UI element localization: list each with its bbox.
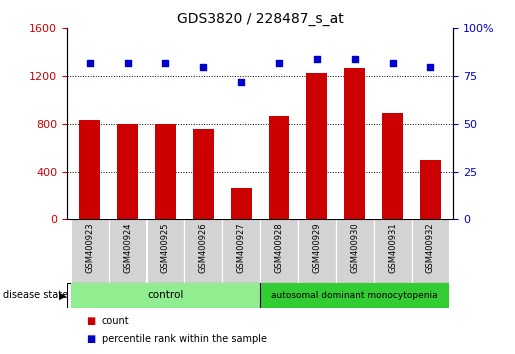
Text: count: count	[102, 316, 129, 326]
Point	[426, 64, 435, 69]
Bar	[336, 219, 374, 283]
Bar	[306, 73, 328, 219]
Text: GSM400923: GSM400923	[85, 223, 94, 273]
Bar	[420, 160, 441, 219]
Point	[161, 60, 169, 65]
Bar	[345, 68, 365, 219]
Bar	[184, 219, 222, 283]
Bar	[71, 283, 260, 308]
Bar	[71, 219, 109, 283]
Text: percentile rank within the sample: percentile rank within the sample	[102, 334, 267, 344]
Bar	[411, 219, 450, 283]
Bar	[155, 124, 176, 219]
Bar	[374, 219, 411, 283]
Bar	[193, 129, 214, 219]
Point	[124, 60, 132, 65]
Point	[388, 60, 397, 65]
Text: control: control	[147, 290, 183, 301]
Bar	[222, 219, 260, 283]
Bar	[79, 120, 100, 219]
Bar	[146, 219, 184, 283]
Point	[313, 56, 321, 62]
Point	[85, 60, 94, 65]
Text: ▶: ▶	[59, 290, 67, 301]
Text: ■: ■	[87, 334, 95, 344]
Text: disease state: disease state	[3, 290, 67, 301]
Point	[237, 79, 245, 85]
Text: GSM400932: GSM400932	[426, 223, 435, 273]
Bar	[298, 219, 336, 283]
Point	[275, 60, 283, 65]
Text: ■: ■	[87, 316, 95, 326]
Text: GSM400928: GSM400928	[274, 223, 284, 273]
Text: GSM400927: GSM400927	[236, 223, 246, 273]
Bar	[260, 219, 298, 283]
Text: GSM400931: GSM400931	[388, 223, 397, 273]
Text: GSM400929: GSM400929	[313, 223, 321, 273]
Text: GSM400926: GSM400926	[199, 223, 208, 273]
Bar	[382, 113, 403, 219]
Text: autosomal dominant monocytopenia: autosomal dominant monocytopenia	[271, 291, 438, 300]
Point	[199, 64, 208, 69]
Point	[351, 56, 359, 62]
Bar	[231, 188, 251, 219]
Text: GSM400930: GSM400930	[350, 223, 359, 273]
Bar	[117, 124, 138, 219]
Text: GSM400924: GSM400924	[123, 223, 132, 273]
Bar	[269, 115, 289, 219]
Bar	[260, 283, 450, 308]
Bar	[109, 219, 146, 283]
Title: GDS3820 / 228487_s_at: GDS3820 / 228487_s_at	[177, 12, 344, 26]
Text: GSM400925: GSM400925	[161, 223, 170, 273]
